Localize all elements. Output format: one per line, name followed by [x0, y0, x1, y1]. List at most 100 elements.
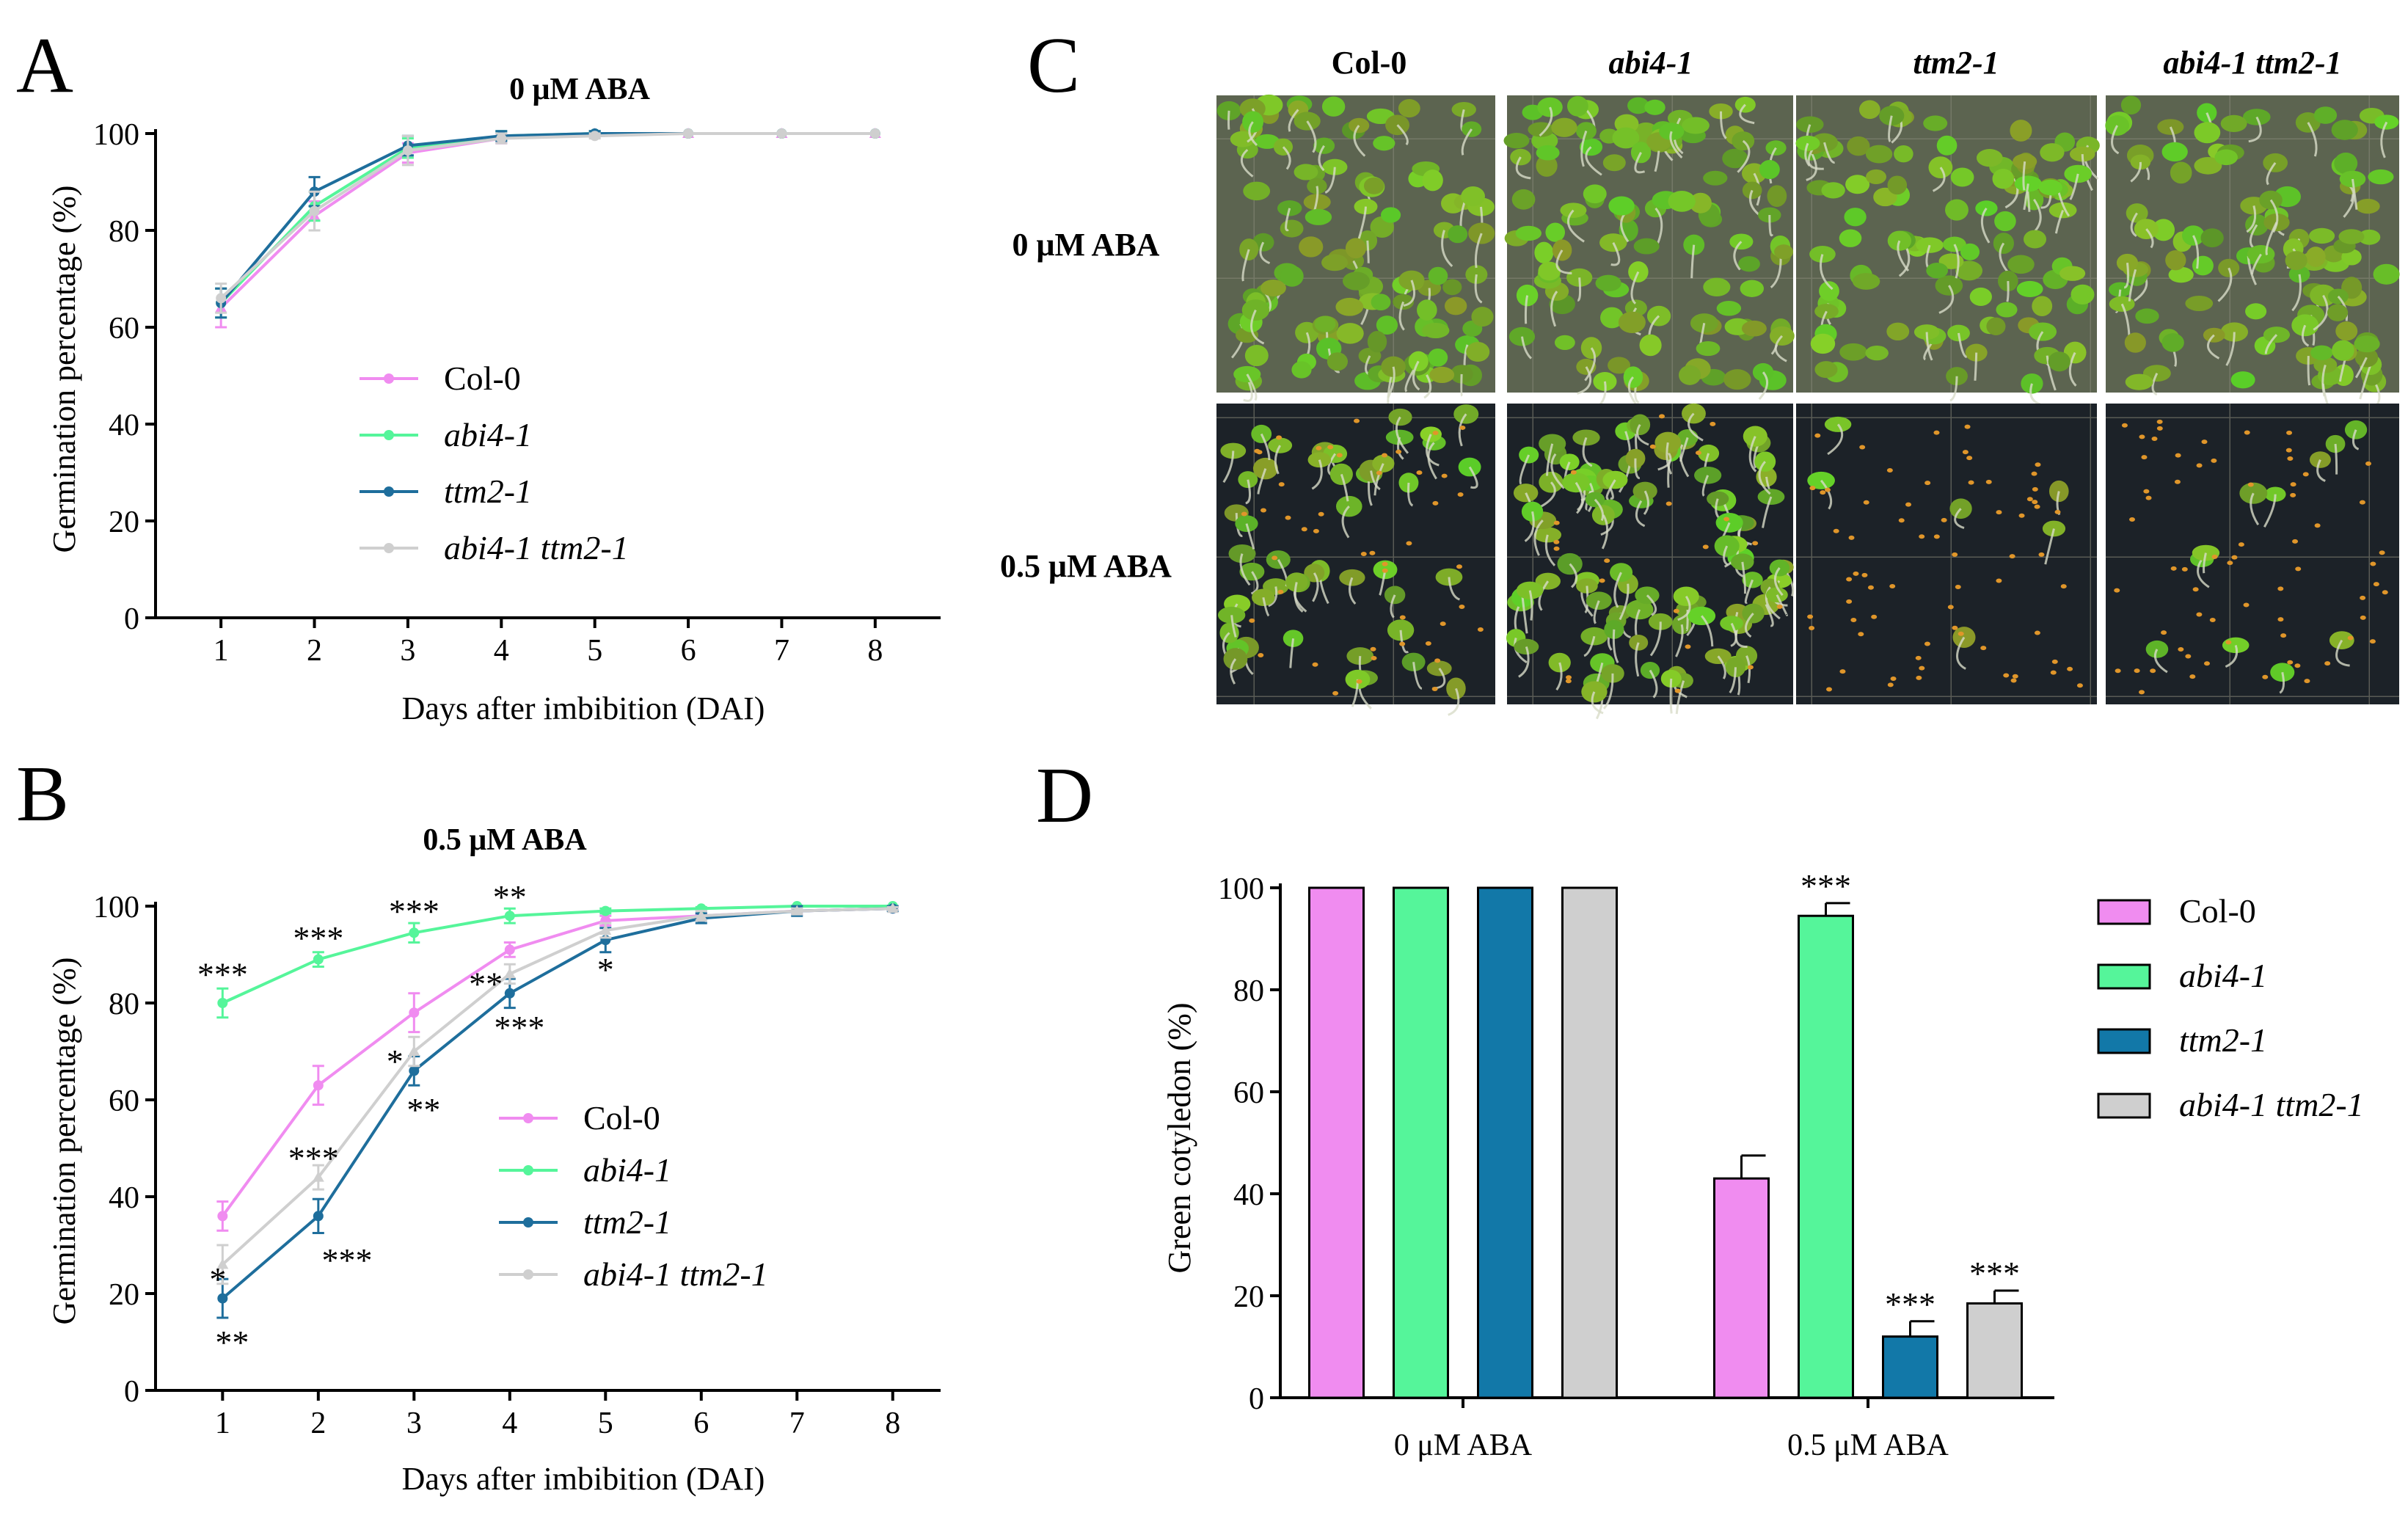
seedling-hypocotyl	[1669, 131, 1683, 158]
seedling-hypocotyl	[1630, 271, 1640, 304]
seedling-cotyledon	[1866, 169, 1887, 185]
seedling-cotyledon	[2259, 190, 2283, 210]
seedling-hypocotyl	[1341, 506, 1350, 539]
seedling-hypocotyl	[1593, 600, 1600, 624]
ungerminated-seed	[2050, 670, 2057, 675]
series-line-abi4-1	[222, 905, 893, 1004]
ungerminated-seed	[2178, 647, 2184, 652]
seedling-hypocotyl	[2044, 528, 2055, 565]
y-tick-label: 80	[109, 988, 139, 1021]
seedling-hypocotyl	[1744, 613, 1754, 638]
seedling-hypocotyl	[1550, 291, 1558, 327]
seedling-hypocotyl	[1601, 514, 1609, 550]
seedling-cotyledon	[1398, 99, 1420, 118]
seedling-hypocotyl	[1539, 481, 1556, 508]
ungerminated-seed	[2290, 482, 2296, 487]
seedling-hypocotyl	[1550, 453, 1565, 489]
seedling-hypocotyl	[1403, 280, 1416, 307]
seedling-hypocotyl	[1613, 572, 1622, 608]
ungerminated-seed	[1924, 481, 1931, 486]
seedling-cotyledon	[1336, 323, 1364, 344]
ungerminated-seed	[1599, 578, 1605, 583]
seedling-hypocotyl	[1524, 295, 1529, 324]
seedling-hypocotyl	[1555, 662, 1563, 691]
seedling-hypocotyl	[1262, 597, 1270, 617]
ungerminated-seed	[2189, 674, 2196, 679]
seedling-hypocotyl	[2145, 228, 2154, 249]
chart-d-ylabel: Green cotyledon (%)	[1161, 1003, 1197, 1274]
significance-mark: *	[387, 1043, 404, 1080]
seedling-cotyledon	[1758, 207, 1781, 223]
seedling-cotyledon	[1373, 136, 1395, 151]
ungerminated-seed	[1702, 544, 1709, 550]
ungerminated-seed	[1260, 508, 1266, 513]
ungerminated-seed	[1980, 646, 1987, 651]
data-point-abi4-1-ttm2-1	[869, 128, 880, 139]
ungerminated-seed	[1695, 451, 1701, 456]
ungerminated-seed	[1354, 418, 1360, 423]
significance-mark: ***	[389, 893, 439, 930]
legend-label-ttm2-1: ttm2-1	[444, 473, 532, 510]
seedling-cotyledon	[1255, 134, 1280, 149]
ungerminated-seed	[1356, 679, 1362, 684]
ungerminated-seed	[2034, 630, 2040, 635]
seedling-cotyledon	[1627, 97, 1649, 114]
seedling-cotyledon	[2305, 247, 2326, 267]
seedling-cotyledon	[2309, 227, 2335, 244]
data-point-abi4-1-ttm2-1	[599, 924, 612, 935]
seedling-hypocotyl	[2263, 494, 2277, 528]
series-line-abi4-1-ttm2-1	[221, 907, 893, 1266]
ungerminated-seed	[2379, 550, 2385, 555]
seedling-hypocotyl	[2207, 334, 2220, 360]
x-tick-label: 4	[502, 1407, 517, 1440]
y-tick-label: 40	[109, 1181, 139, 1215]
seedling-cotyledon	[2048, 351, 2070, 372]
significance-mark: ***	[1885, 1285, 1935, 1323]
seedling-cotyledon	[1936, 135, 1958, 156]
seedling-hypocotyl	[1306, 120, 1317, 153]
seedling-hypocotyl	[1348, 577, 1357, 605]
seedling-cotyledon	[2040, 143, 2065, 162]
ungerminated-seed	[1966, 456, 1973, 461]
seedling-cotyledon	[1608, 357, 1631, 374]
ungerminated-seed	[1850, 617, 1857, 622]
seedling-cotyledon	[1581, 681, 1608, 703]
chart-b-title: 0.5 μM ABA	[423, 823, 587, 857]
seedling-cotyledon	[1503, 133, 1530, 149]
seedling-hypocotyl	[1353, 125, 1366, 157]
ungerminated-seed	[1820, 490, 1826, 495]
ungerminated-seed	[1952, 552, 1958, 557]
chart-a-legend: Col-0 abi4-1 ttm2-1 abi4-1 ttm2-1	[360, 360, 629, 566]
seedling-hypocotyl	[1524, 511, 1535, 542]
seedling-hypocotyl	[1577, 366, 1592, 395]
seedling-cotyledon	[1689, 192, 1712, 214]
seedling-hypocotyl	[1324, 167, 1336, 194]
seedling-hypocotyl	[1458, 413, 1467, 447]
seedling-hypocotyl	[1441, 230, 1453, 268]
legend-marker-abi4-1	[384, 430, 394, 440]
seedling-cotyledon	[1442, 279, 1462, 296]
y-tick-label: 20	[109, 506, 139, 539]
data-point-abi4-1-ttm2-1	[791, 905, 803, 916]
significance-mark: **	[215, 1324, 249, 1361]
seedling-hypocotyl	[1605, 479, 1616, 500]
y-tick-label: 60	[1233, 1076, 1264, 1110]
ungerminated-seed	[2032, 486, 2038, 492]
ungerminated-seed	[1659, 414, 1665, 419]
ungerminated-seed	[2018, 513, 2025, 518]
data-point-abi4-1-ttm2-1	[312, 1171, 324, 1182]
legend-label-ttm2-1: ttm2-1	[583, 1203, 671, 1241]
ungerminated-seed	[2277, 617, 2284, 622]
x-tick-label: 5	[598, 1407, 613, 1440]
ungerminated-seed	[2292, 539, 2299, 544]
data-point-abi4-1	[409, 927, 420, 938]
seedling-cotyledon	[1625, 599, 1654, 620]
seedling-hypocotyl	[1412, 662, 1423, 690]
seedling-hypocotyl	[2264, 334, 2278, 354]
seedling-hypocotyl	[1636, 423, 1649, 446]
seedling-hypocotyl	[2068, 351, 2077, 387]
ungerminated-seed	[1432, 500, 1439, 506]
seedling-hypocotyl	[1395, 416, 1409, 454]
seedling-hypocotyl	[1953, 244, 1960, 279]
seedling-hypocotyl	[1932, 167, 1946, 192]
